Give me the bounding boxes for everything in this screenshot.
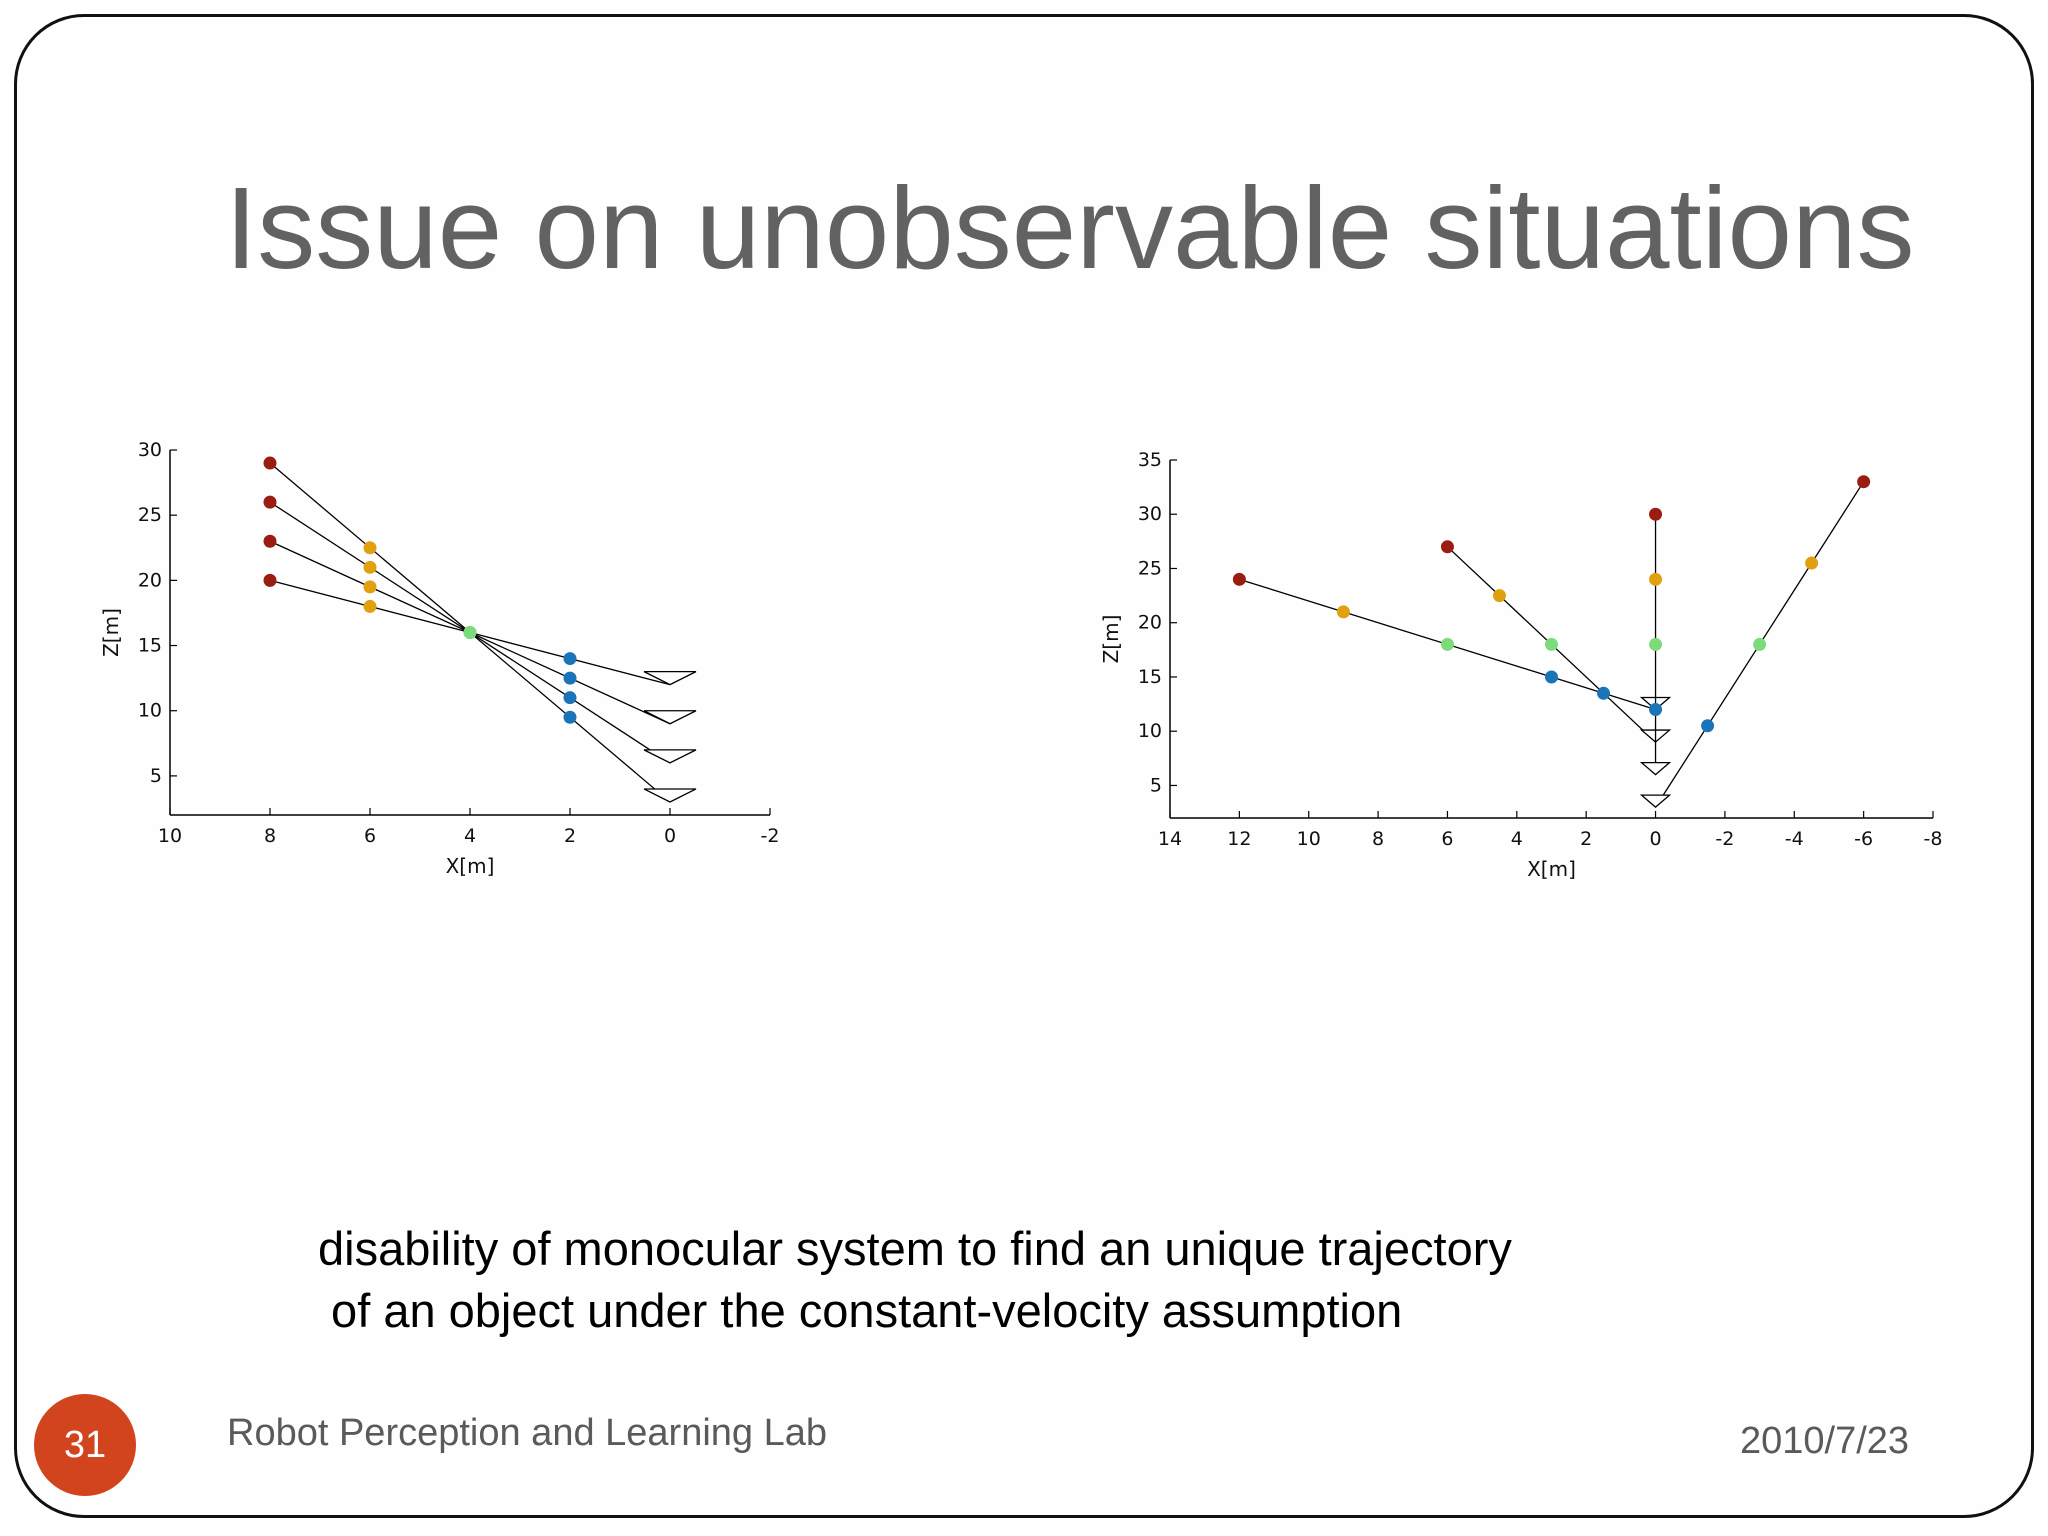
y-tick-label: 5 [1150, 774, 1162, 796]
observation-point-orange [363, 580, 377, 594]
observation-point-blue [563, 691, 577, 705]
x-tick-label: 4 [464, 825, 476, 847]
y-tick-label: 15 [138, 635, 162, 657]
x-tick-label: -2 [761, 825, 780, 847]
x-tick-label: 10 [158, 825, 182, 847]
y-tick-label: 35 [1138, 449, 1162, 471]
y-tick-label: 15 [1138, 666, 1162, 688]
observation-point-orange [1805, 556, 1819, 570]
camera-triangle-marker [1639, 761, 1672, 776]
x-tick-label: 2 [564, 825, 576, 847]
y-tick-label: 10 [138, 700, 162, 722]
x-axis-label: X[m] [1527, 857, 1576, 881]
y-tick-label: 25 [138, 504, 162, 526]
observation-point-red [263, 534, 277, 548]
observation-point-blue [563, 671, 577, 685]
observation-point-red [263, 573, 277, 587]
x-tick-label: 0 [1649, 828, 1661, 850]
x-tick-label: 8 [264, 825, 276, 847]
y-tick-label: 10 [1138, 720, 1162, 742]
observation-point-red [263, 495, 277, 509]
x-tick-label: 8 [1372, 828, 1384, 850]
x-tick-label: 14 [1158, 828, 1182, 850]
y-axis-label: Z[m] [99, 608, 123, 657]
x-tick-label: 12 [1227, 828, 1251, 850]
observation-point-green [1649, 637, 1663, 651]
observation-point-red [1232, 572, 1246, 586]
observation-point-orange [1492, 589, 1506, 603]
observation-point-red [1649, 507, 1663, 521]
observation-point-blue [563, 652, 577, 666]
footer-lab-name: Robot Perception and Learning Lab [227, 1412, 828, 1454]
caption-line-1: disability of monocular system to find a… [318, 1222, 1512, 1275]
camera-triangle-marker [643, 749, 697, 764]
slide-number-badge: 31 [34, 1394, 136, 1496]
y-tick-label: 25 [1138, 557, 1162, 579]
camera-triangle-marker [643, 670, 697, 686]
y-tick-label: 20 [138, 569, 162, 591]
observation-point-red [1440, 540, 1454, 554]
x-tick-label: -8 [1924, 828, 1943, 850]
y-tick-label: 20 [1138, 612, 1162, 634]
camera-triangle-marker [1639, 794, 1672, 809]
caption-line-2: of an object under the constant-velocity… [318, 1284, 1403, 1337]
slide-caption: disability of monocular system to find a… [318, 1218, 1718, 1342]
x-tick-label: 10 [1297, 828, 1321, 850]
slide-frame [14, 14, 2034, 1518]
slide-title: Issue on unobservable situations [225, 163, 1915, 293]
camera-triangle-marker [643, 788, 697, 803]
y-axis-label: Z[m] [1099, 615, 1123, 664]
x-tick-label: -2 [1715, 828, 1734, 850]
camera-triangle-marker [643, 710, 697, 725]
x-tick-label: -6 [1854, 828, 1873, 850]
observation-point-green [1545, 637, 1558, 651]
observation-point-green [1440, 637, 1454, 651]
x-tick-label: 6 [1441, 828, 1453, 850]
x-tick-label: 0 [664, 825, 676, 847]
x-axis-label: X[m] [446, 854, 495, 878]
observation-point-orange [363, 560, 377, 574]
observation-point-red [1857, 475, 1871, 489]
footer-date: 2010/7/23 [1740, 1420, 1910, 1462]
observation-point-blue [1649, 703, 1663, 717]
observation-point-orange [363, 541, 377, 555]
observation-point-green [1753, 637, 1767, 651]
x-tick-label: -4 [1785, 828, 1804, 850]
observation-point-blue [563, 710, 577, 724]
observation-point-green [463, 626, 477, 639]
x-tick-label: 4 [1511, 828, 1523, 850]
x-tick-label: 6 [364, 825, 376, 847]
x-tick-label: 2 [1580, 828, 1592, 850]
observation-point-blue [1701, 719, 1715, 733]
y-tick-label: 30 [138, 439, 162, 461]
observation-point-red [263, 456, 277, 470]
observation-point-orange [1649, 572, 1663, 586]
y-tick-label: 30 [1138, 503, 1162, 525]
observation-point-blue [1597, 686, 1611, 700]
observation-point-orange [1336, 605, 1350, 619]
observation-point-blue [1545, 670, 1558, 684]
y-tick-label: 5 [150, 765, 162, 787]
observation-point-orange [363, 599, 377, 613]
